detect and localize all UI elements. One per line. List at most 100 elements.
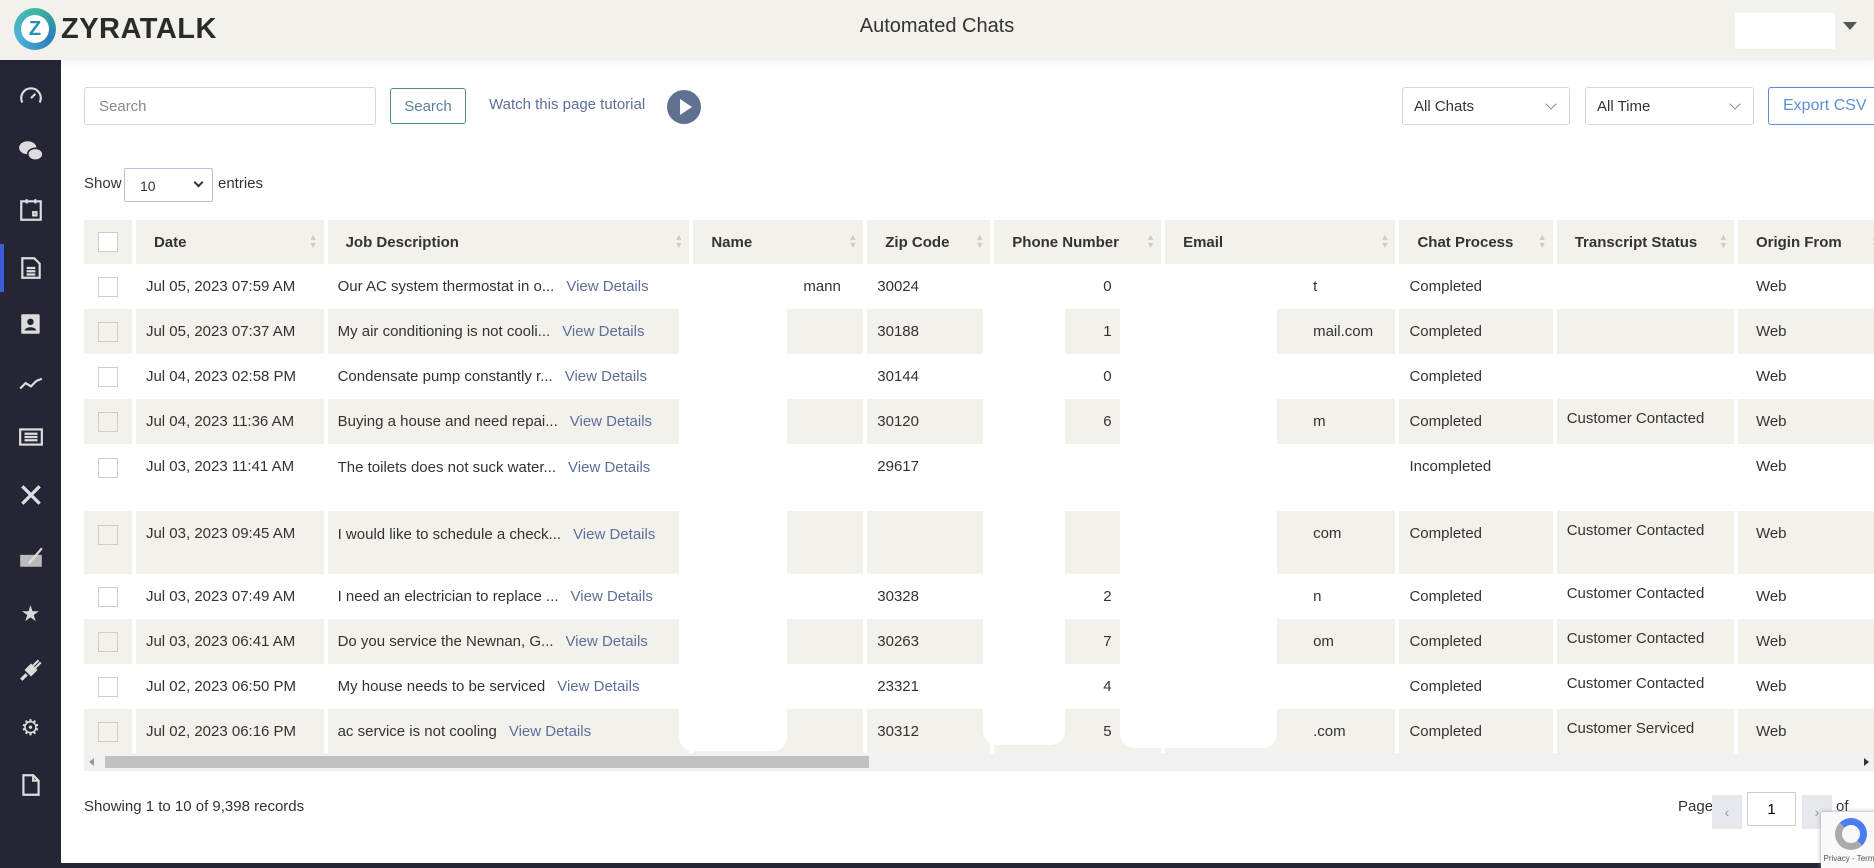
sort-icon[interactable]: ▲▼ [308, 232, 318, 250]
sort-icon[interactable]: ▲▼ [1537, 232, 1547, 250]
view-details-link[interactable]: View Details [564, 368, 647, 386]
row-checkbox[interactable] [97, 276, 118, 297]
star-icon: ★ [20, 601, 41, 626]
sidebar-item-settings[interactable]: ⚙ [0, 708, 61, 748]
horizontal-scrollbar[interactable] [84, 753, 1874, 771]
column-header[interactable]: Date ▲ ▼ [135, 220, 324, 264]
row-checkbox[interactable] [97, 525, 118, 545]
column-header[interactable]: Origin From ▲▼ [1737, 220, 1874, 264]
sign-pad-icon [19, 547, 43, 567]
row-checkbox[interactable] [97, 366, 118, 387]
sidebar-item-forms[interactable] [0, 537, 61, 577]
sidebar-item-chats[interactable] [0, 131, 61, 171]
row-checkbox[interactable] [97, 458, 118, 478]
play-icon[interactable] [667, 90, 701, 124]
row-checkbox[interactable] [97, 721, 118, 742]
view-details-link[interactable]: View Details [569, 413, 653, 431]
export-csv-button[interactable]: Export CSV [1768, 87, 1874, 125]
sort-icon[interactable]: ▲▼ [1146, 232, 1156, 250]
entries-value: 10 [140, 178, 156, 194]
sort-icon[interactable]: ▲▼ [1871, 233, 1874, 250]
scrollbar-thumb[interactable] [105, 756, 869, 768]
time-filter-select[interactable]: All Time [1585, 87, 1754, 125]
sidebar-item-contacts[interactable] [0, 304, 61, 344]
table-row[interactable]: Jul 05, 2023 07:37 AM My air conditionin… [84, 309, 1874, 354]
chat-filter-value: All Chats [1414, 98, 1475, 115]
sidebar-item-integrations[interactable] [0, 475, 61, 515]
user-menu[interactable] [1735, 13, 1835, 49]
column-header-label: Email [1183, 233, 1224, 251]
view-details-link[interactable]: View Details [508, 723, 592, 741]
table-row[interactable]: Jul 02, 2023 06:50 PM My house needs to … [84, 664, 1874, 709]
sidebar-item-calendar[interactable] [0, 190, 61, 230]
dashboard-gauge-icon [19, 87, 42, 103]
chat-process-cell: Completed [1409, 368, 1483, 385]
sidebar-item-files[interactable] [0, 765, 61, 805]
transcript-status-cell [1557, 264, 1734, 309]
sort-icon[interactable]: ▲▼ [848, 232, 858, 250]
row-checkbox[interactable] [97, 586, 118, 607]
column-header[interactable]: Chat Process ▲ ▼ [1399, 220, 1553, 264]
job-description: The toilets does not suck water... [337, 458, 557, 476]
column-header[interactable]: Zip Code ▲ ▼ [867, 220, 991, 264]
recaptcha-badge[interactable]: Privacy - Terms [1821, 812, 1874, 868]
prev-page-button[interactable]: ‹ [1712, 795, 1742, 829]
table-row[interactable]: Jul 03, 2023 09:45 AM I would like to sc… [84, 511, 1874, 574]
table-row[interactable]: Jul 05, 2023 07:59 AM Our AC system ther… [84, 264, 1874, 309]
table-row[interactable]: Jul 03, 2023 06:41 AM Do you service the… [84, 619, 1874, 664]
sidebar-item-list[interactable] [0, 417, 61, 457]
date-cell: Jul 03, 2023 06:41 AM [135, 619, 324, 664]
sidebar-item-dashboard[interactable] [0, 76, 61, 116]
column-header[interactable]: Phone Number ▲ ▼ [994, 220, 1162, 264]
tutorial-link[interactable]: Watch this page tutorial [489, 96, 646, 113]
table-row[interactable]: Jul 03, 2023 07:49 AM I need an electric… [84, 574, 1874, 619]
view-details-link[interactable]: View Details [562, 323, 645, 341]
sort-icon[interactable]: ▲▼ [1719, 232, 1728, 250]
search-input[interactable] [84, 87, 376, 125]
column-header[interactable]: Job Description ▲ ▼ [327, 220, 690, 264]
view-details-link[interactable]: View Details [566, 278, 649, 296]
column-header[interactable]: Email ▲ ▼ [1165, 220, 1396, 264]
job-cell: ac service is not cooling View Details [327, 709, 690, 753]
column-header[interactable]: Transcript Status ▲ ▼ [1556, 220, 1734, 264]
zip-cell: 30024 [877, 278, 919, 295]
origin-cell: Web [1737, 511, 1874, 574]
row-checkbox[interactable] [97, 676, 118, 697]
sort-icon[interactable]: ▲▼ [1380, 232, 1390, 250]
table-row[interactable]: Jul 02, 2023 06:16 PM ac service is not … [84, 709, 1874, 753]
select-all-checkbox[interactable] [97, 232, 118, 252]
job-cell: Condensate pump constantly r... View Deta… [328, 354, 690, 399]
sidebar-item-documents[interactable] [0, 244, 61, 292]
page-number-input[interactable] [1747, 792, 1796, 826]
sidebar-item-analytics[interactable] [0, 362, 61, 402]
search-button[interactable]: Search [390, 88, 466, 124]
transcript-status: Customer Contacted [1566, 675, 1705, 692]
sidebar-item-plugins[interactable] [0, 650, 61, 690]
sort-icon[interactable]: ▲▼ [674, 232, 684, 250]
view-details-link[interactable]: View Details [565, 633, 648, 651]
zip-cell: 29617 [877, 458, 919, 475]
table-row[interactable]: Jul 04, 2023 02:58 PM Condensate pump co… [84, 354, 1874, 399]
scroll-right-arrow-icon[interactable] [1864, 758, 1869, 766]
chat-filter-select[interactable]: All Chats [1402, 87, 1570, 125]
entries-select[interactable]: 10 [124, 168, 213, 202]
zyratalk-logo[interactable]: Z ZYRATALK [14, 8, 217, 50]
phone-suffix: 6 [1103, 413, 1112, 430]
view-details-link[interactable]: View Details [573, 525, 656, 543]
row-checkbox[interactable] [97, 631, 118, 652]
caret-down-icon[interactable] [1843, 22, 1857, 30]
transcript-status-cell: Customer Contacted [1557, 574, 1734, 619]
sort-icon[interactable]: ▲▼ [975, 232, 985, 250]
row-checkbox[interactable] [97, 321, 118, 342]
row-checkbox[interactable] [97, 411, 118, 432]
column-header[interactable]: Name ▲ ▼ [693, 220, 864, 264]
view-details-link[interactable]: View Details [570, 588, 653, 606]
view-details-link[interactable]: View Details [557, 678, 640, 696]
scroll-left-arrow-icon[interactable] [89, 758, 94, 766]
sidebar-item-reviews[interactable]: ★ [0, 594, 61, 634]
table-row[interactable]: Jul 04, 2023 11:36 AM Buying a house and… [84, 399, 1874, 444]
table-row[interactable]: Jul 03, 2023 11:41 AM The toilets does n… [84, 444, 1874, 511]
email-cell: n [1313, 588, 1322, 605]
origin-cell: Web [1755, 278, 1787, 295]
view-details-link[interactable]: View Details [568, 458, 651, 476]
